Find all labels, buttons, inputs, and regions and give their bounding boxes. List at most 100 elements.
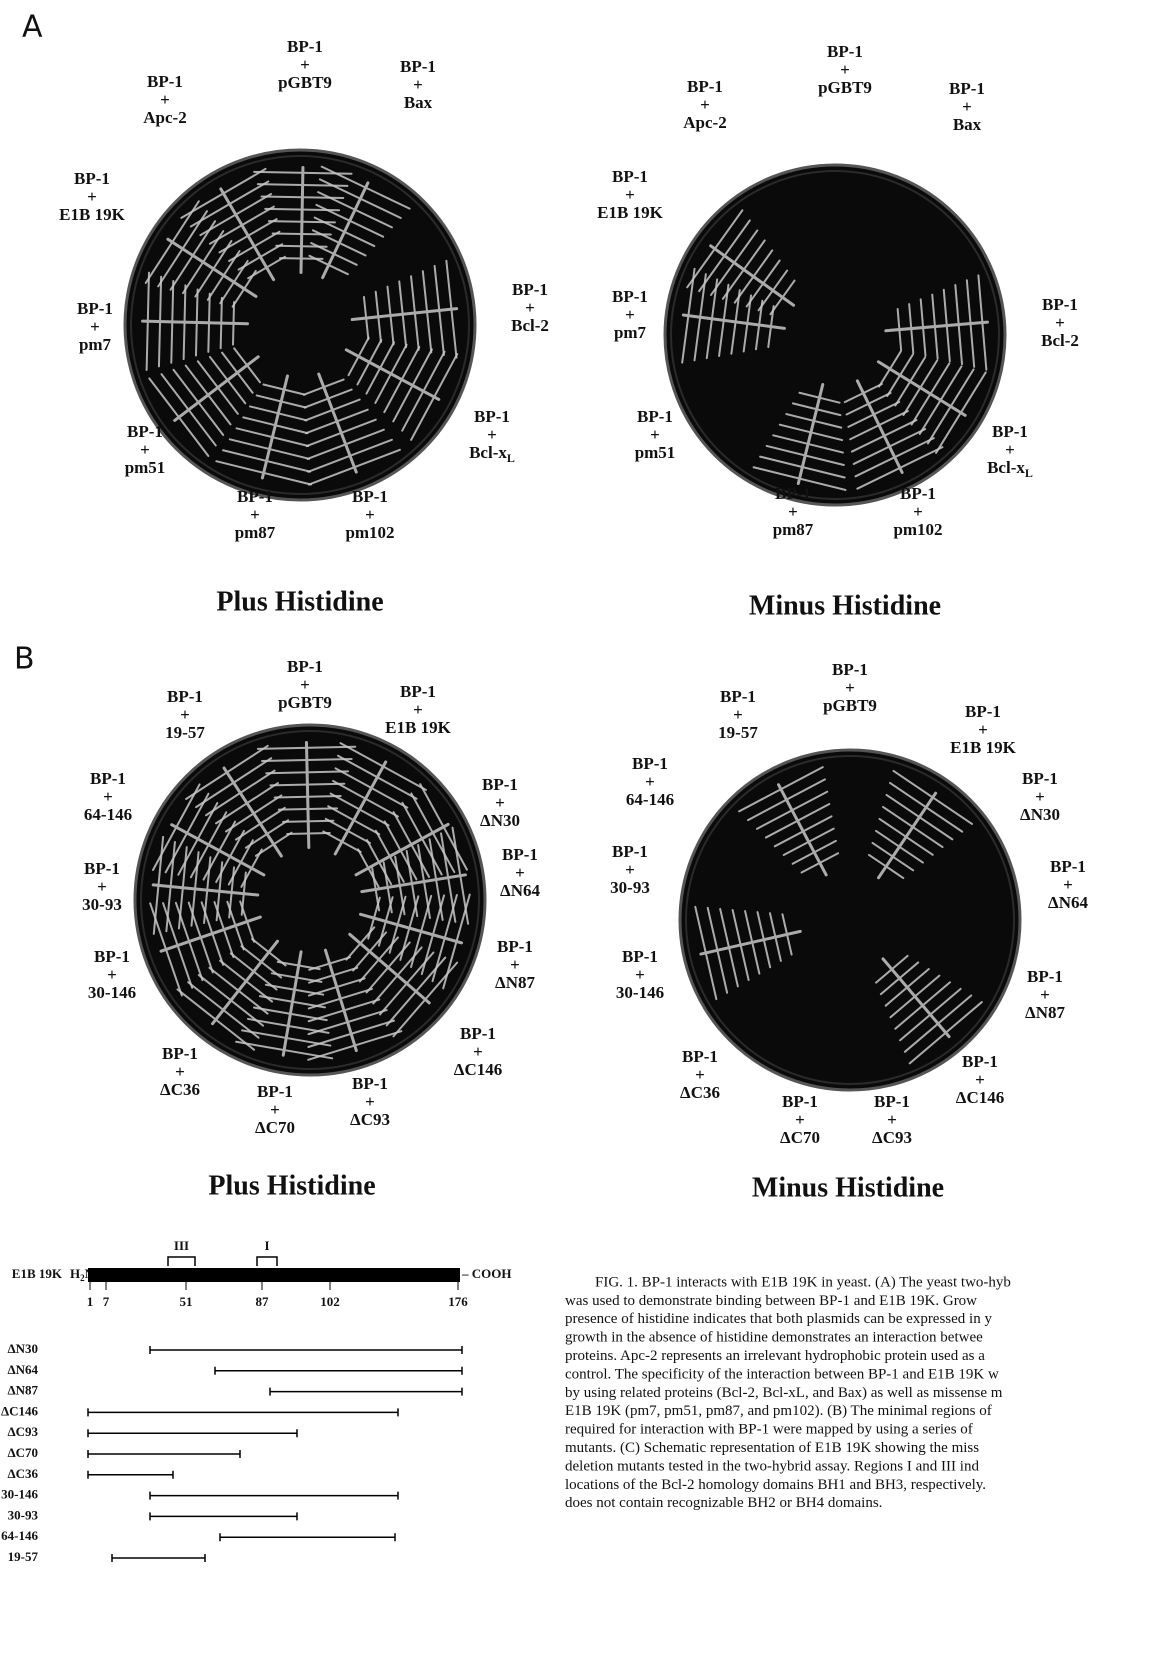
label-subscript: L xyxy=(507,451,515,465)
plate-label: + xyxy=(473,1042,483,1061)
plate-label: BP-1 xyxy=(949,79,985,98)
plate-label: BP-1 xyxy=(400,57,436,76)
plate-label: BP-1 xyxy=(1050,857,1086,876)
plate-label: + xyxy=(1005,440,1015,459)
plate-label: BP-1 xyxy=(775,484,811,503)
plate-label: BP-1 xyxy=(827,42,863,61)
plate-label: + xyxy=(700,95,710,114)
construct-label: 19-57 xyxy=(8,1549,39,1564)
caption-line: control. The specificity of the interact… xyxy=(565,1366,999,1382)
plate-label: Bcl-2 xyxy=(1041,331,1079,350)
region-label: I xyxy=(264,1238,269,1253)
plate-label: BP-1 xyxy=(992,422,1028,441)
construct-label: ΔN87 xyxy=(7,1383,38,1398)
panel-letter: B xyxy=(14,642,35,677)
plate-label: + xyxy=(413,75,423,94)
plate-label: BP-1 xyxy=(782,1092,818,1111)
region-label: III xyxy=(174,1238,189,1253)
region-bracket xyxy=(168,1257,195,1266)
plate-title: Minus Histidine xyxy=(749,590,941,621)
plate-label: + xyxy=(840,60,850,79)
plate-label: ΔC36 xyxy=(680,1083,720,1102)
plate-label: pGBT9 xyxy=(818,78,872,97)
plate-label: + xyxy=(270,1100,280,1119)
caption-line: was used to demonstrate binding between … xyxy=(565,1293,977,1309)
plate-label: BP-1 xyxy=(682,1047,718,1066)
plate-label: + xyxy=(788,502,798,521)
plate-label: pGBT9 xyxy=(278,693,332,712)
plate-label: Apc-2 xyxy=(683,113,726,132)
plate-label: BP-1 xyxy=(287,37,323,56)
plate-label: BP-1 xyxy=(874,1092,910,1111)
construct-label: ΔN64 xyxy=(7,1362,38,1377)
caption-line: locations of the Bcl-2 homology domains … xyxy=(565,1477,986,1493)
caption-line: mutants. (C) Schematic representation of… xyxy=(565,1440,979,1456)
plate-label: BP-1 xyxy=(237,487,273,506)
plate-label: pm87 xyxy=(235,523,276,542)
streak-line xyxy=(283,821,333,822)
plate-label: BP-1 xyxy=(965,702,1001,721)
plate-label: ΔC146 xyxy=(454,1060,502,1079)
construct-line xyxy=(88,1471,173,1479)
plate-label: pm51 xyxy=(125,458,166,477)
construct-line xyxy=(150,1492,398,1500)
plate-label: BP-1 xyxy=(1042,295,1078,314)
construct-label: ΔC146 xyxy=(1,1403,39,1418)
protein-name: E1B 19K xyxy=(12,1266,63,1281)
plate-label: ΔC36 xyxy=(160,1080,200,1099)
region-bracket xyxy=(257,1257,277,1266)
plate-label: Bax xyxy=(404,93,433,112)
plate-label: BP-1 xyxy=(502,845,538,864)
plate-label: + xyxy=(175,1062,185,1081)
construct-line xyxy=(150,1512,297,1520)
plate-label: pm51 xyxy=(635,443,676,462)
plate-label: BP-1 xyxy=(147,72,183,91)
construct-line xyxy=(220,1533,395,1541)
plate-label: BP-1 xyxy=(352,487,388,506)
plate-label: + xyxy=(87,187,97,206)
plate-label: + xyxy=(1035,787,1045,806)
plate-label: BP-1 xyxy=(720,687,756,706)
plate-label: + xyxy=(1055,313,1065,332)
construct-line xyxy=(215,1367,462,1375)
streak-line xyxy=(208,294,209,352)
streak-line xyxy=(301,168,303,273)
plate-label: ΔN64 xyxy=(500,881,540,900)
plate-label: BP-1 xyxy=(612,842,648,861)
label-subscript: L xyxy=(1025,466,1033,480)
plate-label: 19-57 xyxy=(165,723,205,742)
plate-label: BP-1 xyxy=(622,947,658,966)
plate-label: + xyxy=(1040,985,1050,1004)
plate-label: ΔN30 xyxy=(1020,805,1060,824)
construct-label: 64-146 xyxy=(1,1528,38,1543)
plate-label: ΔC93 xyxy=(872,1128,912,1147)
caption-line: by using related proteins (Bcl-2, Bcl-xL… xyxy=(565,1385,1003,1401)
plate-label: + xyxy=(645,772,655,791)
construct-label: 30-93 xyxy=(8,1507,39,1522)
plate-title: Minus Histidine xyxy=(752,1172,944,1203)
plate-label: BP-1 xyxy=(612,287,648,306)
plate-label: pGBT9 xyxy=(823,696,877,715)
plate-label: BP-1 xyxy=(474,407,510,426)
plate-label: BP-1 xyxy=(1027,967,1063,986)
plate-label: BP-1 xyxy=(1022,769,1058,788)
plate-label: BP-1 xyxy=(482,775,518,794)
plate-label: + xyxy=(962,97,972,116)
plate-label: + xyxy=(650,425,660,444)
plate-label: BP-1 xyxy=(84,859,120,878)
caption-line: proteins. Apc-2 represents an irrelevant… xyxy=(565,1348,985,1364)
plate-label: Bcl-2 xyxy=(511,316,549,335)
plate-label: + xyxy=(107,965,117,984)
plate xyxy=(665,165,1005,505)
plate-label: Bcl-xL xyxy=(987,458,1033,480)
plate-label: BP-1 xyxy=(687,77,723,96)
plate-label: ΔC146 xyxy=(956,1088,1004,1107)
plate-label: + xyxy=(90,317,100,336)
plate-label: + xyxy=(695,1065,705,1084)
caption-line: E1B 19K (pm7, pm51, pm87, and pm102). (B… xyxy=(565,1403,992,1419)
construct-line xyxy=(88,1408,398,1416)
plate-label: pGBT9 xyxy=(278,73,332,92)
c-terminus: – COOH xyxy=(461,1266,511,1281)
plate-label: + xyxy=(733,705,743,724)
page: {"panels": [ {"letter": "A", "plates": [… xyxy=(0,0,1172,1676)
